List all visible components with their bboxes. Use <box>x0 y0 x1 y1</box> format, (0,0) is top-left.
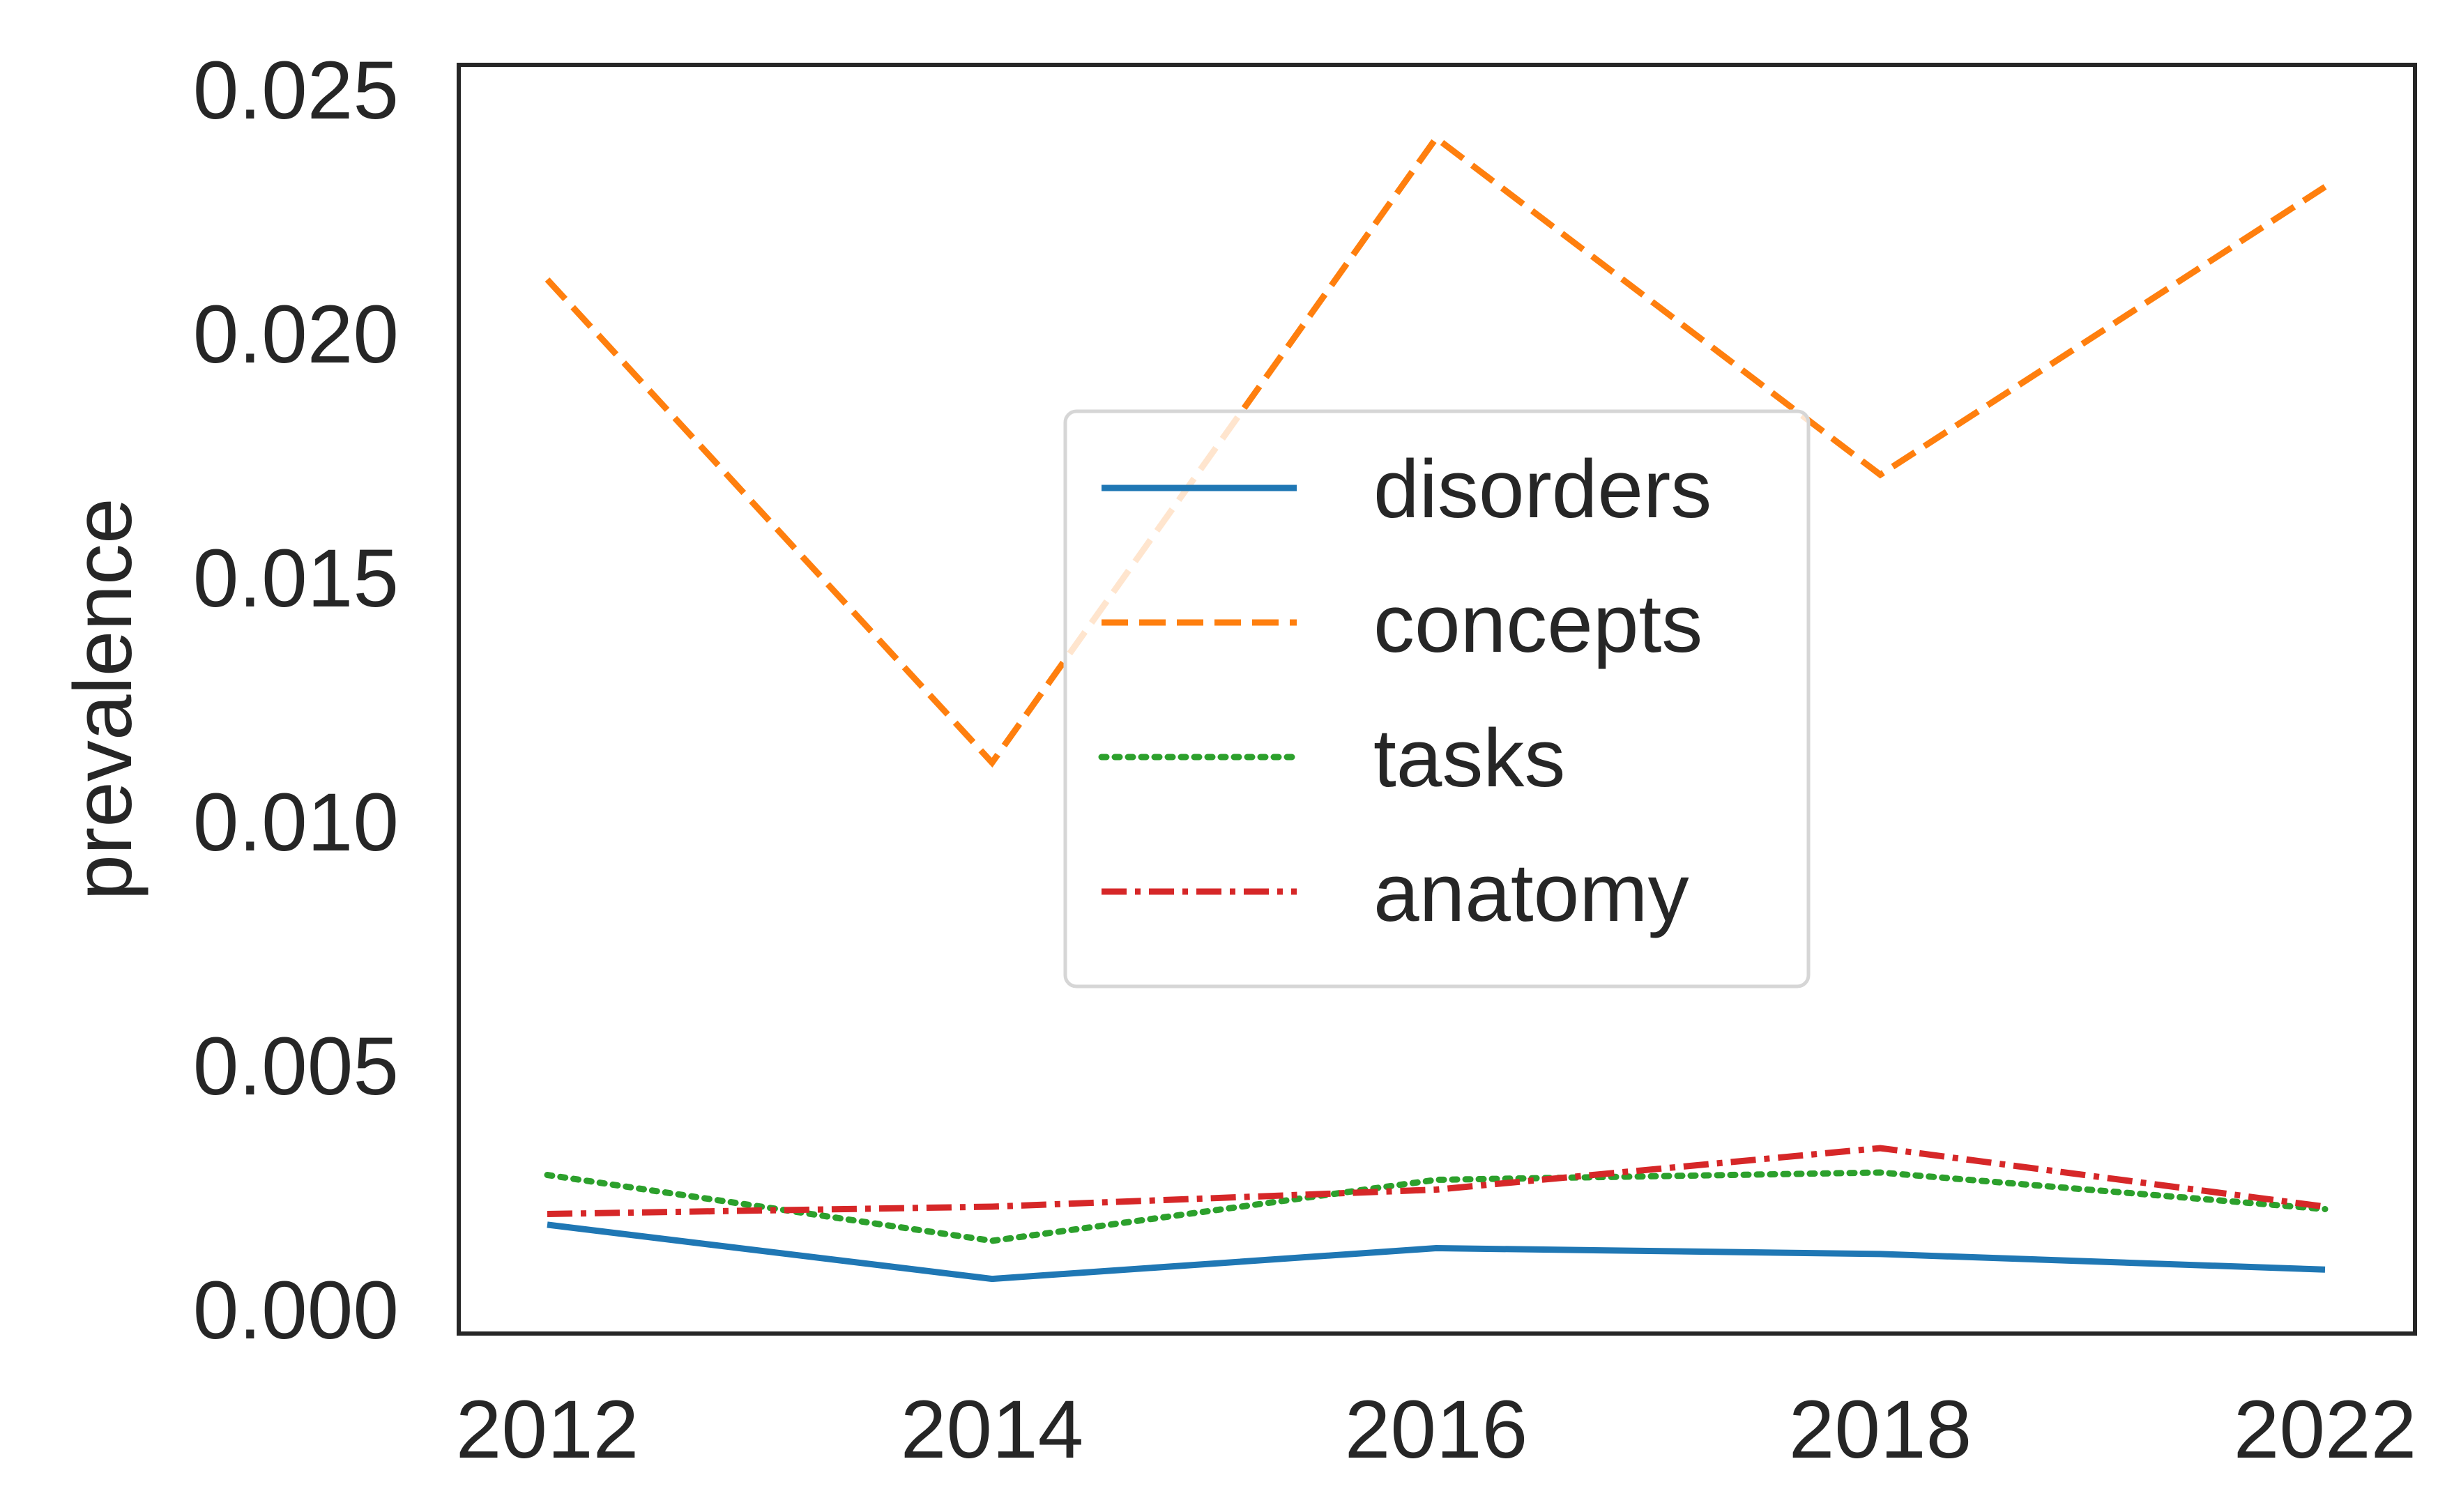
series-line-disorders <box>547 1221 2326 1283</box>
legend-label-concepts: concepts <box>1373 578 1702 670</box>
legend-label-anatomy: anatomy <box>1373 847 1689 939</box>
x-tick-label: 2012 <box>456 1384 639 1476</box>
legend-box <box>1063 409 1811 988</box>
series-line-tasks <box>544 1169 2329 1244</box>
y-tick-label: 0.020 <box>193 289 399 381</box>
x-tick-label: 2018 <box>1789 1384 1972 1476</box>
x-tick-label: 2016 <box>1345 1384 1528 1476</box>
y-tick-label: 0.000 <box>193 1265 399 1357</box>
plot-frame <box>457 63 2417 1336</box>
y-tick-label: 0.005 <box>193 1021 399 1113</box>
y-tick-label: 0.015 <box>193 533 399 625</box>
x-tick-label: 2022 <box>2234 1384 2417 1476</box>
y-tick-label: 0.025 <box>193 45 399 137</box>
y-axis-label: prevalence <box>57 498 149 900</box>
y-tick-labels: 0.000 0.005 0.010 0.015 0.020 0.025 <box>193 45 399 1357</box>
legend: disorders concepts tasks anatomy <box>1063 409 1811 988</box>
legend-label-disorders: disorders <box>1373 443 1712 535</box>
series-line-anatomy <box>547 1145 2326 1217</box>
x-tick-labels: 2012 2014 2016 2018 2022 <box>456 1384 2417 1476</box>
y-tick-label: 0.010 <box>193 777 399 869</box>
series-line-concepts <box>544 133 2327 768</box>
series-layer <box>544 133 2329 1283</box>
x-tick-label: 2014 <box>901 1384 1084 1476</box>
legend-label-tasks: tasks <box>1373 712 1565 804</box>
